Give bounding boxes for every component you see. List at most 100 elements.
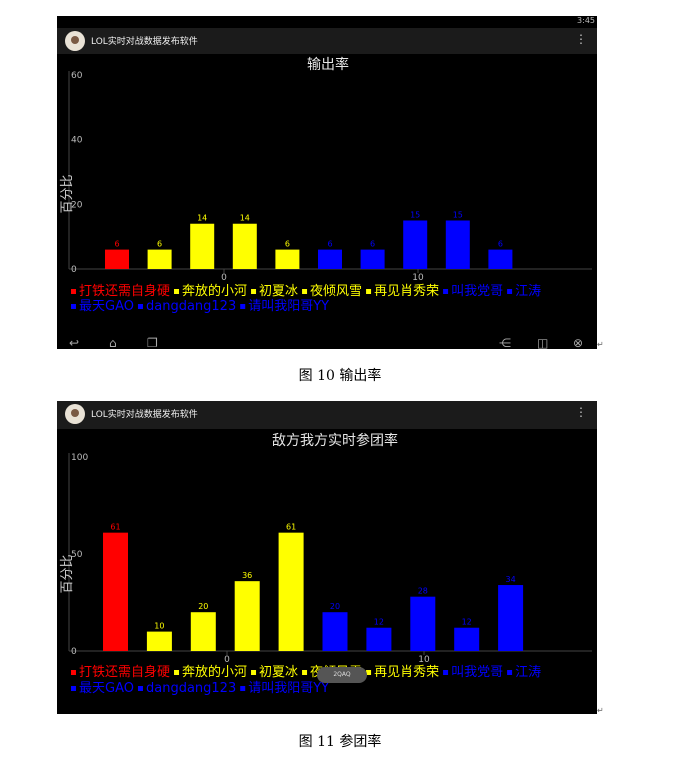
bar-value-label: 6 — [370, 240, 375, 249]
bar-value-label: 36 — [242, 571, 252, 580]
bar-8 — [410, 596, 436, 651]
y-axis-label: 百分比 — [60, 174, 75, 213]
legend-swatch — [251, 289, 257, 294]
figure-caption-1: 图 10 输出率 — [298, 368, 382, 384]
legend-entry: 初夏冰 — [259, 665, 298, 680]
close-icon[interactable]: ⊗ — [573, 336, 584, 349]
legend-swatch — [251, 670, 257, 675]
y-tick-label: 60 — [71, 71, 83, 81]
y-tick-label: 50 — [71, 550, 83, 560]
window-icon[interactable]: ◫ — [537, 336, 549, 349]
bar-value-label: 20 — [198, 602, 208, 611]
legend-swatch — [443, 289, 449, 294]
bar-10 — [498, 585, 524, 651]
bar-1 — [103, 532, 128, 651]
bar-2 — [146, 631, 172, 651]
legend-entry: 打铁还需自身硬 — [79, 664, 170, 680]
app-bar: LOL实时对战数据发布软件 ⋮ — [57, 28, 597, 54]
paragraph-mark: ↵ — [597, 340, 604, 349]
x-tick-label: 0 — [221, 273, 227, 283]
bar-value-label: 12 — [462, 618, 472, 627]
legend-swatch — [507, 670, 513, 675]
share-icon[interactable]: ⋲ — [499, 336, 511, 349]
bar-value-label: 61 — [110, 523, 120, 532]
bar-value-label: 28 — [418, 587, 428, 596]
bar-4 — [232, 223, 257, 269]
toast-message: 2QAQ — [317, 667, 367, 683]
bar-value-label: 10 — [154, 622, 164, 631]
more-vert-icon[interactable]: ⋮ — [575, 405, 587, 419]
bar-value-label: 15 — [410, 211, 420, 220]
legend-entry: 最天GAO — [79, 681, 134, 696]
y-tick-label: 40 — [71, 136, 83, 146]
chart-title: 敌方我方实时参团率 — [272, 432, 398, 449]
legend-swatch — [366, 289, 372, 294]
x-tick-label: 10 — [412, 273, 424, 283]
legend-swatch — [174, 670, 180, 675]
legend-entry: 叫我党哥 — [451, 665, 503, 680]
legend-swatch — [507, 289, 513, 294]
x-tick-label: 10 — [418, 655, 430, 665]
bar-10 — [488, 249, 513, 269]
bar-7 — [360, 249, 385, 269]
bar-3 — [190, 612, 216, 651]
legend-swatch — [443, 670, 449, 675]
legend-swatch — [302, 670, 308, 675]
back-icon[interactable]: ↩ — [69, 336, 80, 349]
bar-value-label: 34 — [506, 575, 516, 584]
bar-value-label: 15 — [453, 211, 463, 220]
legend-entry: 奔放的小河 — [182, 283, 247, 299]
y-tick-label: 20 — [71, 200, 83, 210]
bar-value-label: 14 — [240, 214, 250, 223]
legend-swatch — [302, 289, 308, 294]
legend-swatch — [71, 304, 76, 309]
paragraph-mark: ↵ — [597, 706, 604, 715]
bar-value-label: 6 — [285, 240, 290, 249]
nav-bar: ↩ ⌂ ❐ ⋲ ◫ ⊗ — [57, 336, 597, 349]
bar-5 — [275, 249, 300, 269]
bar-2 — [147, 249, 172, 269]
home-icon[interactable]: ⌂ — [109, 336, 117, 349]
bar-value-label: 6 — [498, 240, 503, 249]
legend-swatch — [71, 670, 76, 675]
bar-value-label: 6 — [114, 240, 119, 249]
legend-entry: 初夏冰 — [259, 284, 298, 299]
legend-swatch — [137, 686, 143, 691]
bar-chart-teamfight-rate: 敌方我方实时参团率 0 50 100 百分比 61 10 20 36 61 20 12 28 12 34 0 1… — [60, 432, 592, 696]
legend-swatch — [137, 304, 143, 309]
status-bar: 3:45 — [57, 16, 597, 28]
bar-value-label: 20 — [330, 602, 340, 611]
app-avatar-icon — [65, 404, 85, 424]
y-tick-label: 100 — [71, 453, 88, 463]
bar-3 — [190, 223, 215, 269]
more-vert-icon[interactable]: ⋮ — [575, 32, 587, 46]
legend-swatch — [240, 304, 246, 309]
y-tick-label: 0 — [71, 647, 77, 657]
screenshot-teamfight-rate: LOL实时对战数据发布软件 ⋮ 敌方我方实时参团率 0 50 100 百分比 61 10 20… — [57, 401, 597, 714]
legend-entry: dangdang123 — [146, 299, 236, 314]
bar-7 — [366, 627, 392, 651]
legend-entry: 江涛 — [515, 283, 541, 299]
bar-value-label: 12 — [374, 618, 384, 627]
bar-value-label: 61 — [286, 523, 296, 532]
app-avatar-icon — [65, 31, 85, 51]
legend-swatch — [71, 289, 76, 294]
bar-8 — [403, 220, 428, 269]
bar-4 — [234, 581, 260, 651]
app-bar: LOL实时对战数据发布软件 ⋮ — [57, 401, 597, 429]
bar-value-label: 14 — [197, 214, 207, 223]
legend-entry: 请叫我阳哥YY — [248, 299, 329, 314]
y-tick-label: 0 — [71, 265, 77, 275]
x-tick-label: 0 — [224, 655, 230, 665]
legend-swatch — [174, 289, 180, 294]
legend-entry: 再见肖秀荣 — [374, 284, 439, 299]
legend-entry: 打铁还需自身硬 — [79, 283, 170, 299]
screenshot-output-rate: 3:45 LOL实时对战数据发布软件 ⋮ 输出率 0 20 40 60 百分比 6 6 14 14… — [57, 16, 597, 349]
app-title: LOL实时对战数据发布软件 — [91, 410, 198, 420]
bar-6 — [322, 612, 348, 651]
recents-icon[interactable]: ❐ — [147, 336, 158, 349]
legend-entry: 叫我党哥 — [451, 284, 503, 299]
bar-9 — [454, 627, 480, 651]
legend-entry: 请叫我阳哥YY — [248, 681, 329, 696]
